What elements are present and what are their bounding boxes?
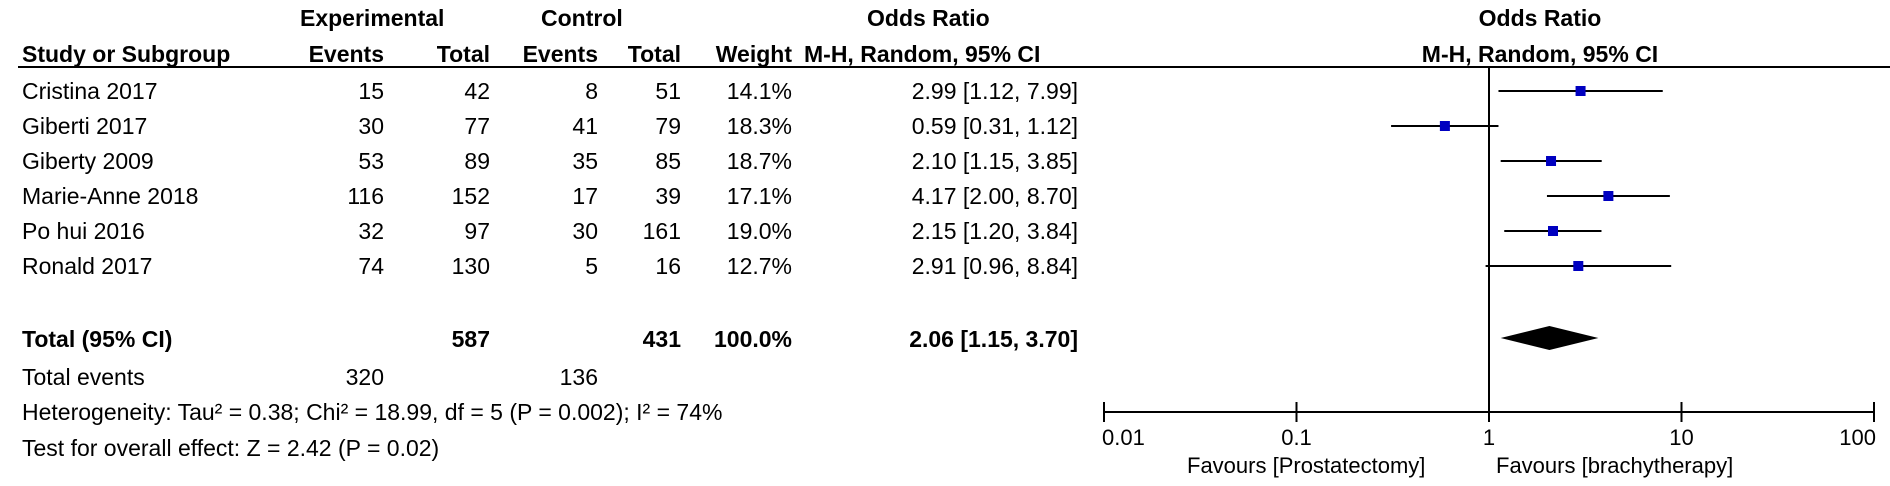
overall-effect-text: Test for overall effect: Z = 2.42 (P = 0… bbox=[22, 435, 440, 461]
ctl-events: 17 bbox=[572, 183, 598, 209]
exp-events: 53 bbox=[358, 148, 384, 174]
total-exp-events: 320 bbox=[345, 364, 384, 390]
weight-value: 14.1% bbox=[726, 78, 792, 104]
x-axis-tick-label: 100 bbox=[1839, 425, 1876, 450]
exp-events: 15 bbox=[358, 78, 384, 104]
exp-total: 89 bbox=[464, 148, 490, 174]
ctl-events-header: Events bbox=[522, 41, 598, 67]
weight-value: 18.3% bbox=[726, 113, 792, 139]
exp-events: 32 bbox=[358, 218, 384, 244]
experimental-group-header: Experimental bbox=[300, 5, 445, 31]
exp-events: 30 bbox=[358, 113, 384, 139]
x-axis-tick-label: 1 bbox=[1483, 425, 1495, 450]
weight-value: 12.7% bbox=[726, 253, 792, 279]
study-name: Giberty 2009 bbox=[22, 148, 154, 174]
study-name: Po hui 2016 bbox=[22, 218, 145, 244]
ctl-total: 16 bbox=[655, 253, 681, 279]
total-events-label: Total events bbox=[22, 364, 145, 390]
ci-value: 2.99 [1.12, 7.99] bbox=[911, 78, 1078, 104]
exp-events: 116 bbox=[347, 183, 384, 209]
ctl-total-sum: 431 bbox=[642, 326, 681, 352]
heterogeneity-text: Heterogeneity: Tau² = 0.38; Chi² = 18.99… bbox=[22, 399, 723, 425]
total-weight: 100.0% bbox=[713, 326, 792, 352]
ctl-events: 41 bbox=[572, 113, 598, 139]
weight-value: 19.0% bbox=[726, 218, 792, 244]
study-name: Ronald 2017 bbox=[22, 253, 153, 279]
ctl-total: 161 bbox=[642, 218, 681, 244]
exp-total: 97 bbox=[464, 218, 490, 244]
pooled-diamond bbox=[1500, 326, 1599, 350]
exp-total: 77 bbox=[464, 113, 490, 139]
odds-ratio-header: Odds Ratio bbox=[867, 5, 990, 31]
ctl-total: 51 bbox=[655, 78, 681, 104]
total-ctl-events: 136 bbox=[559, 364, 598, 390]
exp-total-sum: 587 bbox=[451, 326, 490, 352]
study-point-marker bbox=[1573, 261, 1584, 271]
study-point-marker bbox=[1575, 86, 1586, 96]
exp-total: 42 bbox=[464, 78, 490, 104]
method-header: M-H, Random, 95% CI bbox=[804, 41, 1041, 67]
ctl-total-header: Total bbox=[627, 41, 681, 67]
ci-value: 2.91 [0.96, 8.84] bbox=[911, 253, 1078, 279]
study-point-marker bbox=[1546, 156, 1557, 166]
exp-total: 152 bbox=[451, 183, 490, 209]
ci-value: 2.15 [1.20, 3.84] bbox=[911, 218, 1078, 244]
ctl-events: 35 bbox=[572, 148, 598, 174]
study-name: Marie-Anne 2018 bbox=[22, 183, 199, 209]
study-point-marker bbox=[1439, 121, 1450, 131]
exp-events-header: Events bbox=[308, 41, 384, 67]
exp-total: 130 bbox=[451, 253, 490, 279]
exp-total-header: Total bbox=[436, 41, 490, 67]
weight-header: Weight bbox=[715, 41, 792, 67]
ctl-total: 85 bbox=[655, 148, 681, 174]
favours-left-label: Favours [Prostatectomy] bbox=[1187, 453, 1426, 478]
weight-value: 17.1% bbox=[726, 183, 792, 209]
exp-events: 74 bbox=[358, 253, 384, 279]
weight-value: 18.7% bbox=[726, 148, 792, 174]
control-group-header: Control bbox=[541, 5, 623, 31]
ci-value: 4.17 [2.00, 8.70] bbox=[911, 183, 1078, 209]
x-axis-tick-label: 10 bbox=[1669, 425, 1693, 450]
ctl-events: 8 bbox=[585, 78, 598, 104]
ci-value: 2.10 [1.15, 3.85] bbox=[911, 148, 1078, 174]
study-name: Giberti 2017 bbox=[22, 113, 148, 139]
ctl-events: 5 bbox=[585, 253, 598, 279]
total-label: Total (95% CI) bbox=[22, 326, 173, 352]
ctl-events: 30 bbox=[572, 218, 598, 244]
ctl-total: 39 bbox=[655, 183, 681, 209]
x-axis-tick-label: 0.1 bbox=[1281, 425, 1312, 450]
study-point-marker bbox=[1603, 191, 1614, 201]
plot-title: Odds Ratio bbox=[1478, 5, 1602, 31]
header-rule bbox=[18, 66, 1890, 68]
ctl-total: 79 bbox=[655, 113, 681, 139]
x-axis-tick-label: 0.01 bbox=[1102, 425, 1145, 450]
ci-value: 0.59 [0.31, 1.12] bbox=[911, 113, 1078, 139]
study-name: Cristina 2017 bbox=[22, 78, 158, 104]
pooled-ci-value: 2.06 [1.15, 3.70] bbox=[909, 326, 1078, 352]
plot-method-subtitle: M-H, Random, 95% CI bbox=[1421, 41, 1659, 67]
favours-right-label: Favours [brachytherapy] bbox=[1496, 453, 1734, 478]
study-point-marker bbox=[1547, 226, 1558, 236]
study-column-header: Study or Subgroup bbox=[22, 41, 231, 67]
